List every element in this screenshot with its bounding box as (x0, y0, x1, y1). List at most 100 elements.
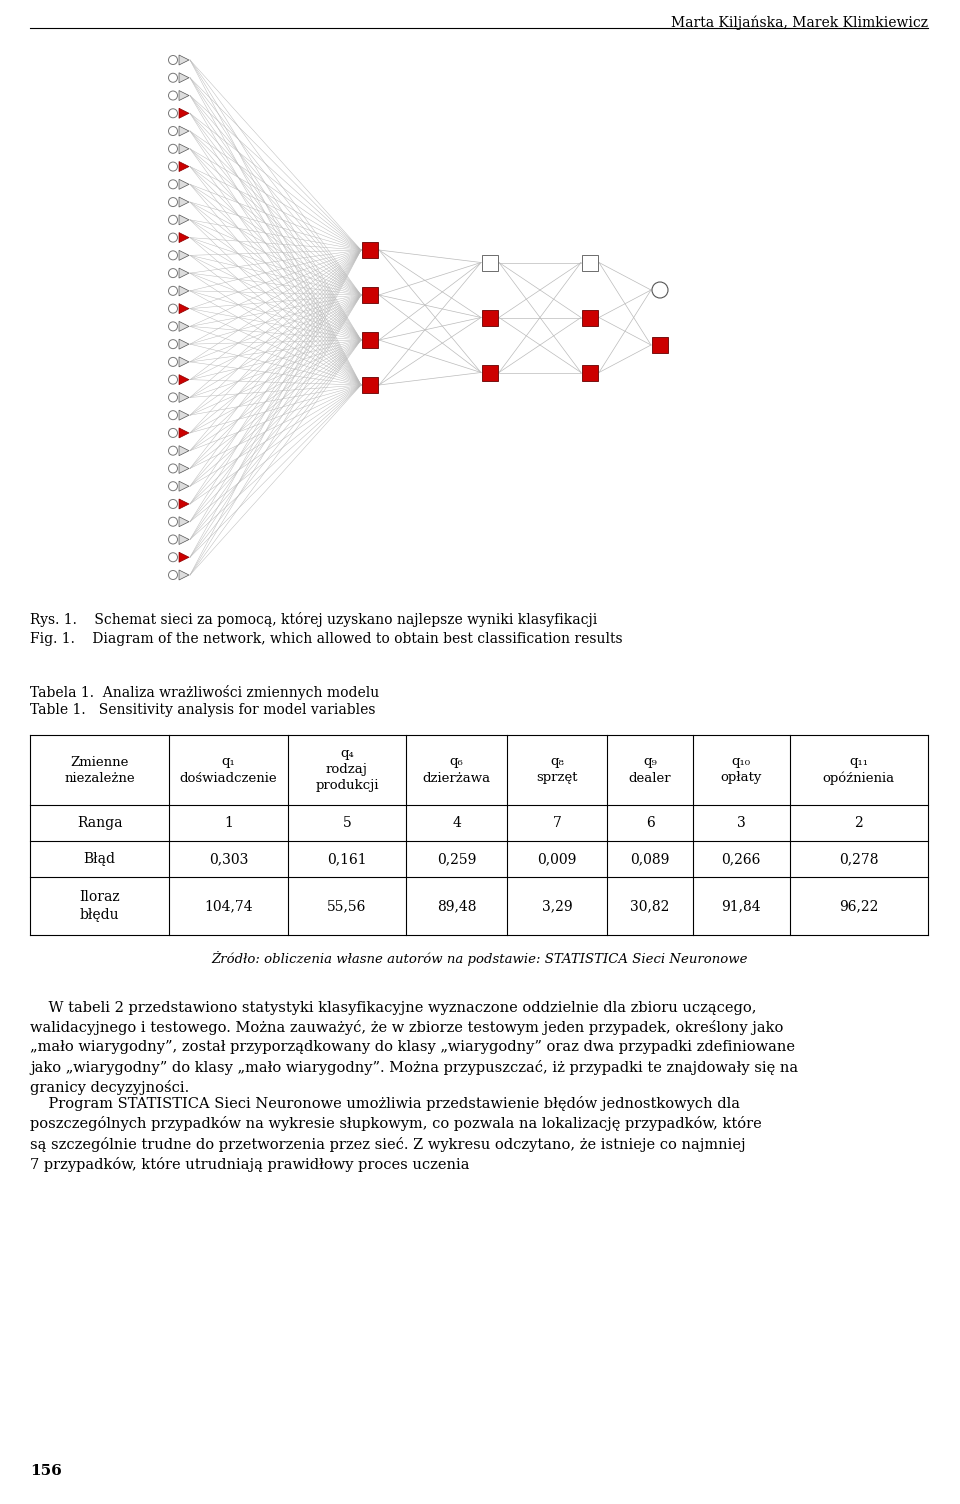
Polygon shape (179, 90, 189, 101)
Text: Iloraz
błędu: Iloraz błędu (80, 890, 120, 922)
Text: q₄
rodzaj
produkcji: q₄ rodzaj produkcji (315, 747, 379, 793)
Bar (582, 310, 598, 325)
Polygon shape (179, 411, 189, 420)
Circle shape (169, 322, 178, 331)
Polygon shape (179, 445, 189, 456)
Circle shape (169, 393, 178, 402)
Text: Tabela 1.  Analiza wrażliwości zmiennych modelu: Tabela 1. Analiza wrażliwości zmiennych … (30, 684, 379, 699)
Text: 156: 156 (30, 1463, 61, 1478)
Text: 91,84: 91,84 (721, 899, 761, 913)
Circle shape (169, 92, 178, 101)
Polygon shape (179, 570, 189, 581)
Polygon shape (179, 499, 189, 508)
Text: 1: 1 (224, 817, 233, 830)
Text: q₁₀
opłaty: q₁₀ opłaty (721, 755, 762, 785)
Circle shape (169, 286, 178, 295)
Circle shape (169, 233, 178, 242)
Text: q₁
doświadczenie: q₁ doświadczenie (180, 755, 277, 785)
Circle shape (169, 340, 178, 349)
Polygon shape (179, 126, 189, 135)
Text: 4: 4 (452, 817, 461, 830)
Polygon shape (179, 338, 189, 349)
Polygon shape (179, 356, 189, 367)
Text: 30,82: 30,82 (631, 899, 670, 913)
Circle shape (169, 269, 178, 278)
Circle shape (169, 535, 178, 544)
Polygon shape (179, 108, 189, 119)
Polygon shape (179, 286, 189, 296)
Circle shape (169, 56, 178, 65)
Bar (482, 364, 498, 381)
Circle shape (169, 126, 178, 135)
Circle shape (169, 553, 178, 561)
Circle shape (169, 374, 178, 384)
Polygon shape (179, 374, 189, 385)
Polygon shape (179, 233, 189, 242)
Polygon shape (179, 481, 189, 492)
Text: 7: 7 (553, 817, 562, 830)
Circle shape (169, 429, 178, 438)
Polygon shape (179, 393, 189, 403)
Circle shape (169, 251, 178, 260)
Text: Program STATISTICA Sieci Neuronowe umożliwia przedstawienie błędów jednostkowych: Program STATISTICA Sieci Neuronowe umożl… (30, 1096, 761, 1172)
Text: Marta Kiljańska, Marek Klimkiewicz: Marta Kiljańska, Marek Klimkiewicz (671, 15, 928, 30)
Bar (482, 310, 498, 325)
Text: 0,089: 0,089 (631, 851, 670, 866)
Circle shape (169, 358, 178, 367)
Text: 3: 3 (737, 817, 746, 830)
Bar (652, 337, 668, 353)
Circle shape (169, 411, 178, 420)
Circle shape (169, 180, 178, 190)
Bar (482, 254, 498, 271)
Text: 2: 2 (854, 817, 863, 830)
Text: q₈
sprzęt: q₈ sprzęt (537, 755, 578, 785)
Polygon shape (179, 179, 189, 190)
Polygon shape (179, 268, 189, 278)
Bar (362, 242, 378, 259)
Bar (362, 332, 378, 347)
Text: 5: 5 (343, 817, 351, 830)
Text: Błąd: Błąd (84, 851, 115, 866)
Text: Ranga: Ranga (77, 817, 122, 830)
Circle shape (169, 463, 178, 472)
Circle shape (169, 108, 178, 117)
Text: 96,22: 96,22 (839, 899, 878, 913)
Circle shape (652, 283, 668, 298)
Text: q₆
dzierżawa: q₆ dzierżawa (422, 755, 491, 785)
Circle shape (169, 197, 178, 206)
Polygon shape (179, 56, 189, 65)
Circle shape (169, 481, 178, 490)
Circle shape (169, 499, 178, 508)
Text: Rys. 1.    Schemat sieci za pomocą, której uzyskano najlepsze wyniki klasyfikacj: Rys. 1. Schemat sieci za pomocą, której … (30, 612, 597, 627)
Text: 6: 6 (646, 817, 655, 830)
Bar (582, 254, 598, 271)
Bar (362, 287, 378, 302)
Circle shape (169, 517, 178, 526)
Text: 0,303: 0,303 (208, 851, 248, 866)
Circle shape (169, 304, 178, 313)
Text: 0,259: 0,259 (437, 851, 476, 866)
Text: 0,278: 0,278 (839, 851, 878, 866)
Text: 0,161: 0,161 (327, 851, 367, 866)
Polygon shape (179, 429, 189, 438)
Text: 3,29: 3,29 (541, 899, 572, 913)
Polygon shape (179, 72, 189, 83)
Text: 0,266: 0,266 (722, 851, 761, 866)
Polygon shape (179, 250, 189, 260)
Polygon shape (179, 197, 189, 208)
Text: 55,56: 55,56 (327, 899, 367, 913)
Circle shape (169, 144, 178, 153)
Text: Zmienne
niezależne: Zmienne niezależne (64, 755, 135, 785)
Polygon shape (179, 463, 189, 474)
Bar (582, 364, 598, 381)
Circle shape (169, 447, 178, 456)
Polygon shape (179, 144, 189, 153)
Text: 104,74: 104,74 (204, 899, 252, 913)
Text: W tabeli 2 przedstawiono statystyki klasyfikacyjne wyznaczone oddzielnie dla zbi: W tabeli 2 przedstawiono statystyki klas… (30, 1002, 798, 1095)
Text: q₁₁
opóźnienia: q₁₁ opóźnienia (823, 755, 895, 785)
Text: Table 1.   Sensitivity analysis for model variables: Table 1. Sensitivity analysis for model … (30, 702, 375, 717)
Circle shape (169, 162, 178, 171)
Circle shape (169, 215, 178, 224)
Polygon shape (179, 215, 189, 224)
Polygon shape (179, 322, 189, 331)
